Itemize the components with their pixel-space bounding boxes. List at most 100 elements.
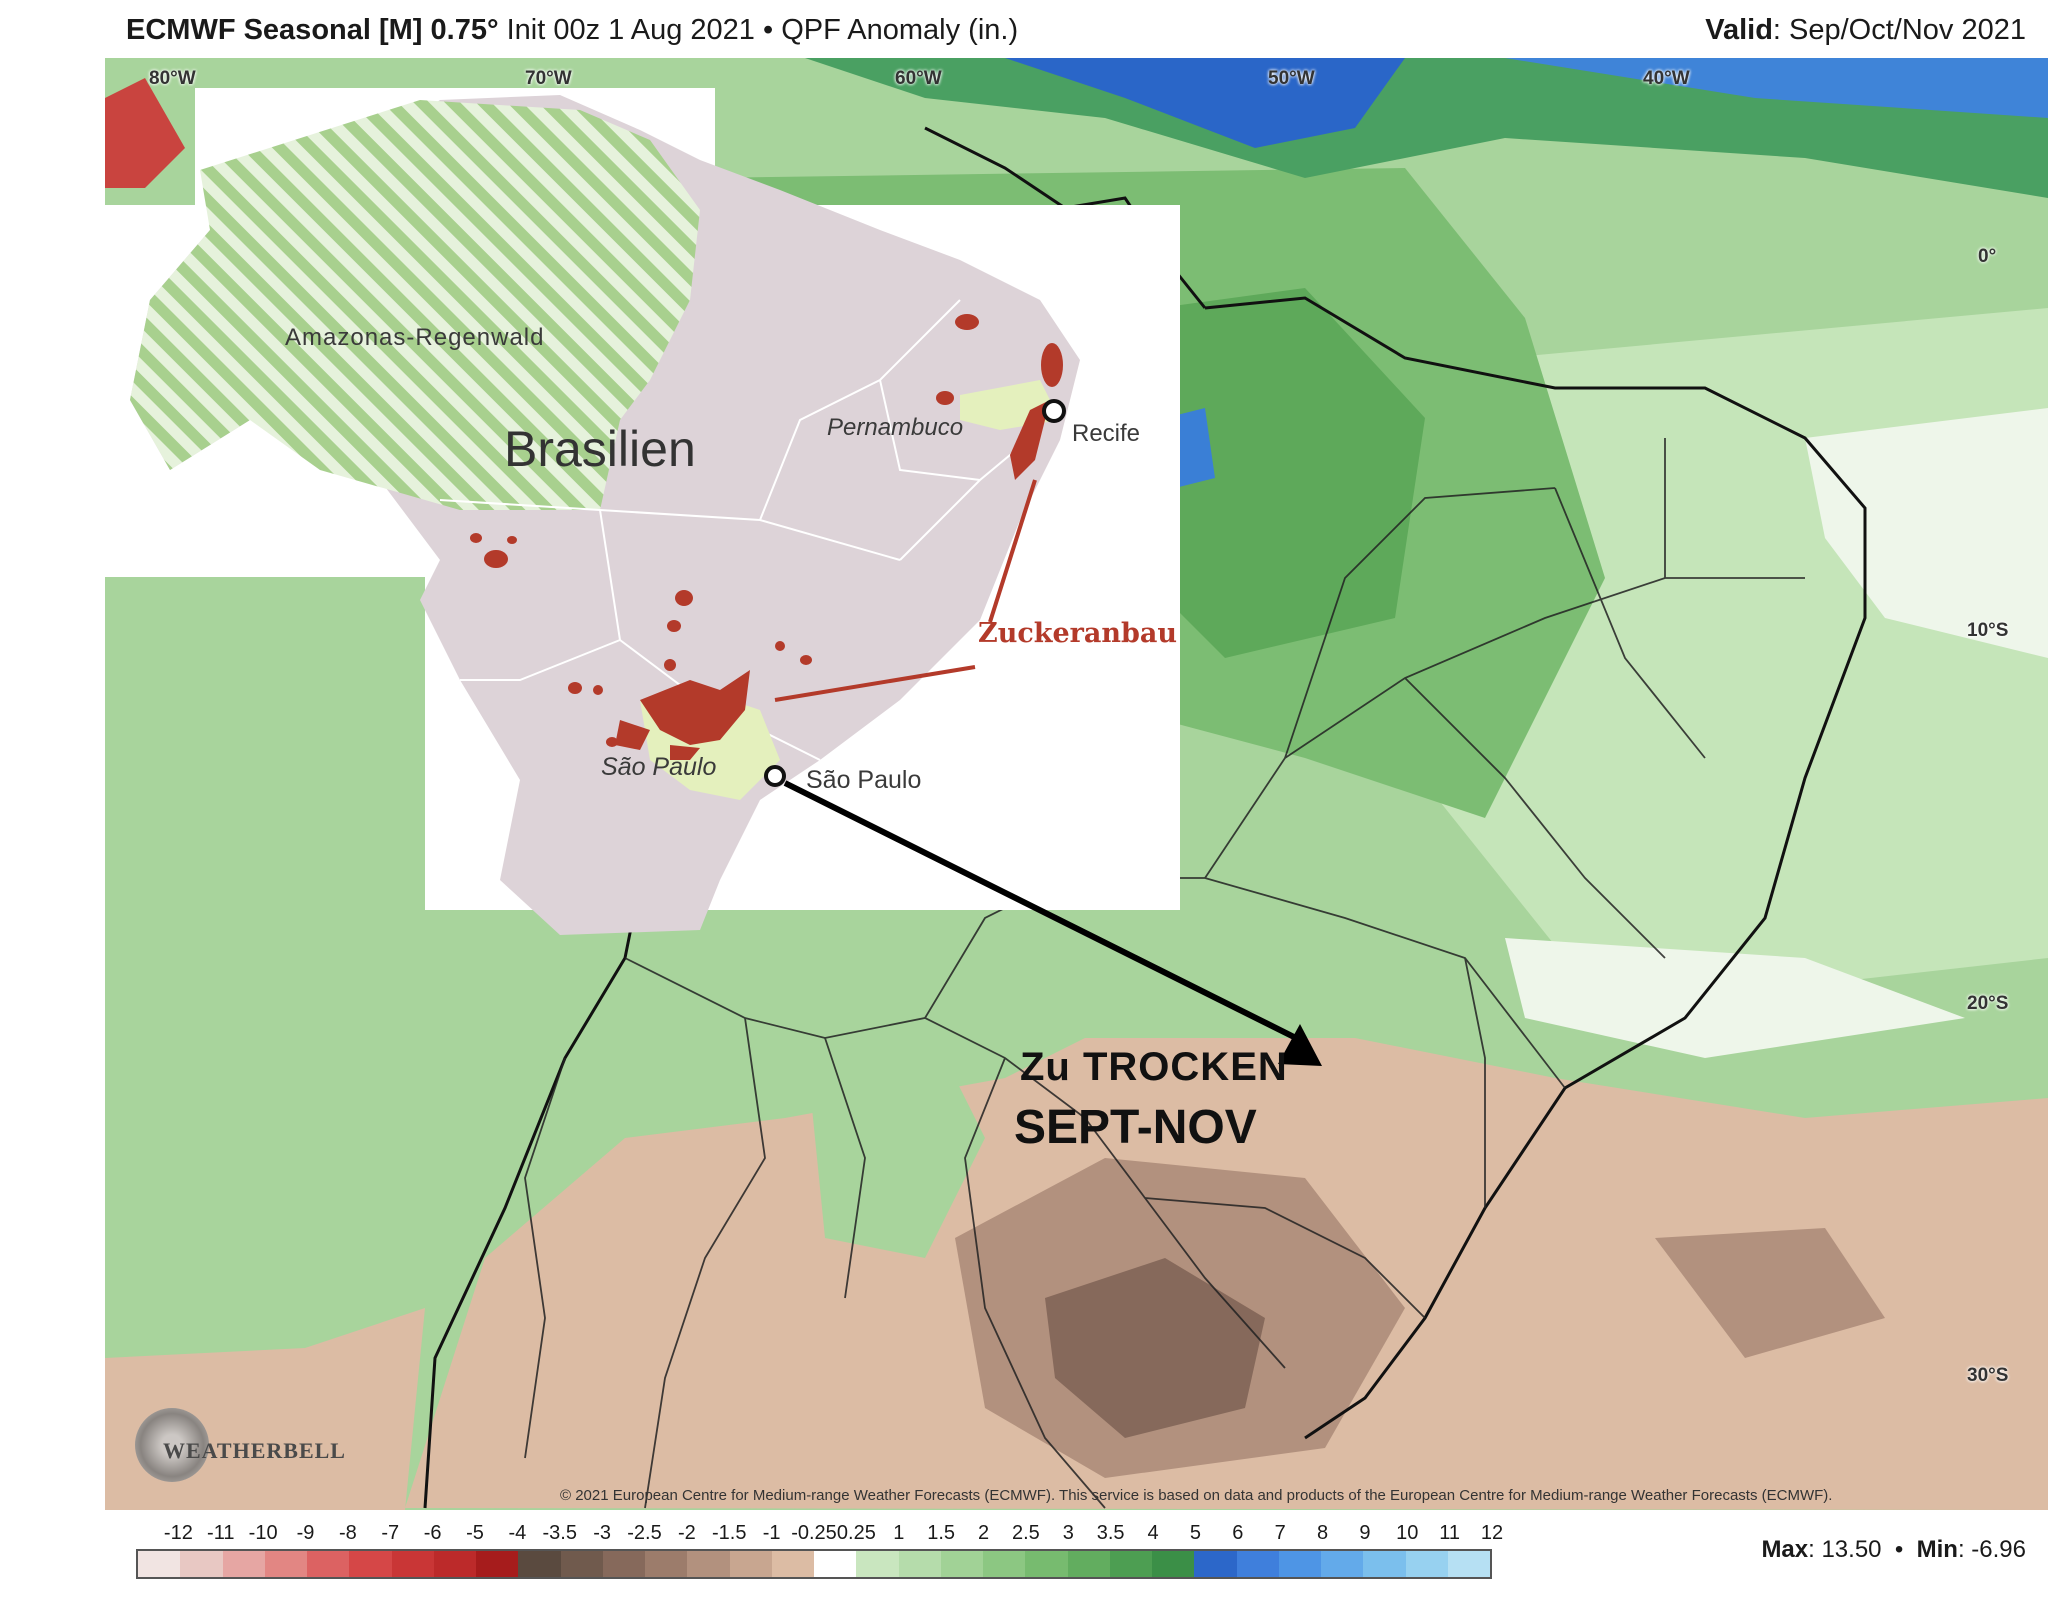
- min-value: : -6.96: [1957, 1536, 2026, 1563]
- colorbar-swatch: [1194, 1551, 1237, 1577]
- max-label: Max: [1761, 1536, 1809, 1563]
- colorbar-swatch: [307, 1551, 350, 1577]
- valid-label: Valid: [1705, 14, 1773, 46]
- colorbar-tick-label: 8: [1316, 1522, 1329, 1544]
- latitude-label: 20°S: [1967, 993, 2009, 1014]
- title-init: Init 00z 1 Aug 2021: [506, 14, 755, 46]
- logo-text: WEATHERBELL: [163, 1438, 346, 1463]
- colorbar-tick-label: -4: [508, 1522, 527, 1544]
- colorbar-swatch: [264, 1551, 307, 1577]
- colorbar-tick-label: -6: [423, 1522, 442, 1544]
- colorbar-tick-label: -0.25: [791, 1522, 837, 1544]
- colorbar-tick-label: 2: [977, 1522, 990, 1544]
- valid-period: Valid: Sep/Oct/Nov 2021: [1705, 14, 2026, 47]
- colorbar-swatch: [1363, 1551, 1406, 1577]
- latitude-label: 0°: [1978, 246, 1997, 267]
- colorbar-tick-label: 9: [1359, 1522, 1371, 1544]
- title-bullet: •: [763, 14, 774, 46]
- arrow-head-icon: [1278, 1024, 1322, 1066]
- sao-paulo-marker-icon: [764, 765, 786, 787]
- colorbar-tick-label: 4: [1147, 1522, 1159, 1544]
- colorbar-swatch: [433, 1551, 476, 1577]
- colorbar-swatch: [856, 1551, 899, 1577]
- longitude-label: 50°W: [1268, 68, 1315, 89]
- colorbar-tick-label: 2.5: [1011, 1522, 1040, 1544]
- logo-swirl-icon: [135, 1408, 209, 1482]
- brazil-coastline: [1204, 296, 1867, 1440]
- colorbar-swatch: [983, 1551, 1026, 1577]
- sugarcane-areas: [470, 314, 1063, 760]
- colorbar-tick-label: 3.5: [1096, 1522, 1125, 1544]
- copyright-notice: © 2021 European Centre for Medium-range …: [560, 1487, 1833, 1504]
- wet-anomaly-paraguay: [805, 1018, 985, 1258]
- colorbar-tick-label: 7: [1274, 1522, 1286, 1544]
- colorbar: [136, 1549, 1492, 1579]
- sugar-leader-line-2: [774, 665, 976, 702]
- dry-annotation-line2: SEPT-NOV: [1014, 1101, 1257, 1154]
- amazon-rainforest-area: [130, 100, 700, 510]
- colorbar-tick-label: 0.25: [836, 1522, 876, 1544]
- colorbar-tick-label: -1.5: [712, 1522, 747, 1544]
- colorbar-swatch: [222, 1551, 265, 1577]
- colorbar-swatch: [391, 1551, 434, 1577]
- recife-marker-icon: [1042, 399, 1066, 423]
- colorbar-swatch: [1405, 1551, 1448, 1577]
- colorbar-swatch: [898, 1551, 941, 1577]
- colorbar-swatch: [814, 1551, 857, 1577]
- colorbar-swatch: [349, 1551, 392, 1577]
- recife-label: Recife: [1072, 420, 1141, 447]
- colorbar-tick-label: -10: [248, 1522, 278, 1544]
- colorbar-swatch: [518, 1551, 561, 1577]
- colorbar-swatch: [1025, 1551, 1068, 1577]
- longitude-label: 40°W: [1643, 68, 1690, 89]
- longitude-label: 60°W: [895, 68, 942, 89]
- colorbar-tick-label: -3.5: [542, 1522, 577, 1544]
- colorbar-swatch: [1321, 1551, 1364, 1577]
- colorbar-tick-label: 6: [1232, 1522, 1244, 1544]
- colorbar-tick-label: -11: [207, 1522, 235, 1544]
- neutral-area-east: [1805, 408, 2048, 658]
- colorbar-swatch: [687, 1551, 730, 1577]
- country-label: Brasilien: [504, 421, 696, 477]
- title-model: ECMWF Seasonal [M] 0.75°: [126, 14, 499, 46]
- arrow-line: [783, 780, 1302, 1043]
- very-wet-ocean-area: [1005, 58, 1405, 148]
- colorbar-tick-label: -3: [593, 1522, 612, 1544]
- colorbar-swatch: [729, 1551, 772, 1577]
- ocean-blue-area: [1505, 58, 2048, 118]
- latitude-label: 30°S: [1967, 1365, 2009, 1386]
- latitude-label: 10°S: [1967, 620, 2009, 641]
- colorbar-tick-label: 1.5: [927, 1522, 956, 1544]
- colorbar-tick-label: -9: [296, 1522, 315, 1544]
- colorbar-tick-label: -1: [762, 1522, 781, 1544]
- colorbar-swatch: [645, 1551, 688, 1577]
- max-min-readout: Max: 13.50 • Min: -6.96: [1761, 1536, 2026, 1563]
- colorbar-tick-label: -12: [163, 1522, 193, 1544]
- colorbar-swatch: [180, 1551, 223, 1577]
- colorbar-swatch: [1109, 1551, 1152, 1577]
- colorbar-tick-label: 1: [893, 1522, 905, 1544]
- colorbar-tick-label: -2: [677, 1522, 696, 1544]
- colorbar-tick-label: -5: [466, 1522, 484, 1544]
- sao-paulo-city-label: São Paulo: [806, 766, 922, 794]
- colorbar-swatch: [476, 1551, 519, 1577]
- sugarcane-label: Zuckeranbau: [978, 618, 1178, 649]
- dry-anomaly-ocean: [1655, 1228, 1885, 1358]
- colorbar-swatch: [1236, 1551, 1279, 1577]
- colorbar-swatch: [1447, 1551, 1490, 1577]
- valid-value: : Sep/Oct/Nov 2021: [1772, 14, 2026, 46]
- pernambuco-label: Pernambuco: [827, 414, 964, 441]
- colorbar-swatch: [771, 1551, 814, 1577]
- dry-patch-northwest: [105, 78, 185, 188]
- colorbar-swatch: [1152, 1551, 1195, 1577]
- weatherbell-logo: WEATHERBELL: [135, 1408, 345, 1488]
- colorbar-tick-label: -7: [381, 1522, 400, 1544]
- colorbar-tick-label: 3: [1062, 1522, 1074, 1544]
- colorbar-swatch: [602, 1551, 645, 1577]
- colorbar-swatch: [138, 1551, 181, 1577]
- map-title: ECMWF Seasonal [M] 0.75° Init 00z 1 Aug …: [126, 14, 1018, 47]
- colorbar-swatch: [1067, 1551, 1110, 1577]
- neutral-area-south: [1505, 938, 1965, 1058]
- longitude-label: 70°W: [525, 68, 572, 89]
